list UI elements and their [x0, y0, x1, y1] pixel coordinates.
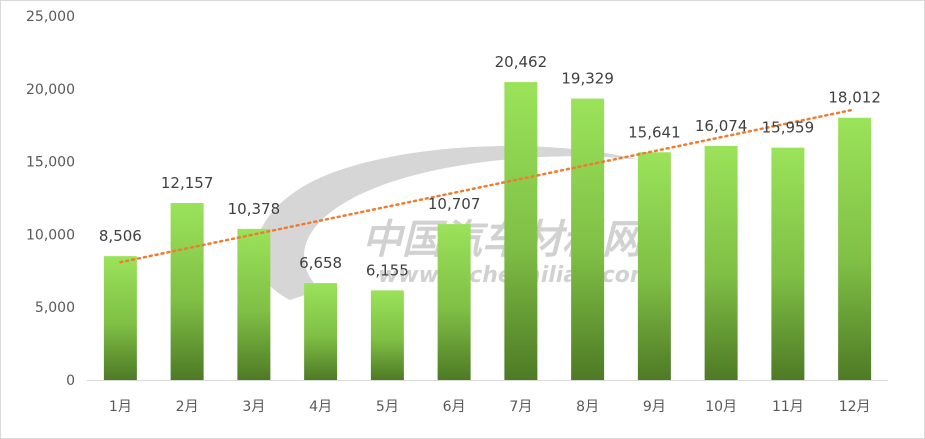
- data-label: 6,155: [366, 261, 409, 279]
- data-label: 16,074: [695, 117, 748, 135]
- y-tick-label: 0: [66, 373, 75, 389]
- data-label: 8,506: [99, 227, 142, 245]
- data-label: 6,658: [299, 254, 342, 272]
- data-label: 19,329: [561, 70, 614, 88]
- x-tick-label: 12月: [839, 399, 871, 415]
- x-tick-label: 4月: [309, 399, 332, 415]
- y-axis: 0 5,000 10,000 15,000 20,000 25,000: [26, 9, 75, 389]
- y-tick-label: 25,000: [26, 9, 75, 25]
- y-tick-label: 10,000: [26, 227, 75, 243]
- trendline: [119, 108, 856, 264]
- y-tick-label: 5,000: [35, 300, 75, 316]
- bar-10: [704, 145, 738, 380]
- data-label: 10,378: [228, 200, 281, 218]
- data-label: 18,012: [828, 89, 881, 107]
- y-tick-label: 20,000: [26, 82, 75, 98]
- bars: [103, 82, 872, 381]
- y-tick-label: 15,000: [26, 155, 75, 171]
- bar-2: [170, 202, 204, 380]
- x-tick-label: 5月: [376, 399, 399, 415]
- x-tick-label: 2月: [176, 399, 199, 415]
- data-label: 12,157: [161, 174, 214, 192]
- data-label: 15,641: [628, 123, 681, 141]
- watermark-swoosh: [255, 146, 641, 300]
- data-label: 20,462: [495, 53, 548, 71]
- x-tick-label: 3月: [242, 399, 265, 415]
- x-tick-label: 11月: [772, 399, 804, 415]
- x-tick-label: 9月: [643, 399, 666, 415]
- x-tick-label: 8月: [576, 399, 599, 415]
- data-label: 10,707: [428, 195, 481, 213]
- x-tick-label: 10月: [705, 399, 737, 415]
- x-axis: 1月 2月 3月 4月 5月 6月 7月 8月 9月 10月 11月 12月: [109, 399, 871, 415]
- data-labels: 8,506 12,157 10,378 6,658 6,155 10,707 20,462 1…: [99, 53, 881, 279]
- bar-4: [304, 283, 338, 380]
- data-label: 15,959: [762, 119, 815, 137]
- bar-7: [504, 82, 538, 381]
- x-tick-label: 6月: [443, 399, 466, 415]
- bar-5: [370, 290, 404, 380]
- bar-6: [437, 224, 471, 380]
- bar-8: [571, 98, 605, 380]
- bar-1: [103, 256, 137, 380]
- bar-11: [771, 147, 805, 380]
- bar-9: [637, 152, 671, 380]
- x-tick-label: 7月: [509, 399, 532, 415]
- bar-3: [237, 228, 271, 380]
- x-tick-label: 1月: [109, 399, 132, 415]
- bar-12: [838, 117, 872, 381]
